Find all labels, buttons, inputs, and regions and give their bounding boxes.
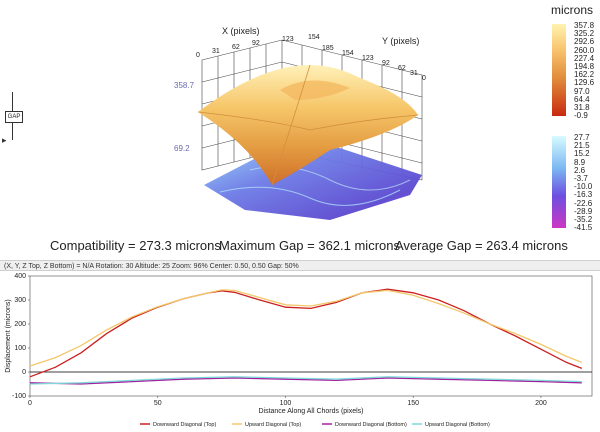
series-line	[29, 377, 582, 385]
scale-title: microns	[551, 3, 594, 17]
y-tick: 123	[362, 55, 374, 62]
y-axis-title: Y (pixels)	[382, 36, 419, 46]
max-gap-value: Maximum Gap = 362.1 microns	[219, 238, 400, 253]
x-tick: 154	[308, 34, 320, 41]
y-axis-label: Displacement (microns)	[5, 299, 12, 373]
scale-label: 357.8	[574, 21, 595, 30]
x-tick-label: 200	[535, 400, 547, 407]
y-tick-label: 200	[14, 321, 26, 328]
z-top-label: 358.7	[174, 81, 195, 90]
legend-label: Downward Diagonal (Bottom)	[335, 422, 407, 428]
y-tick-label: 300	[14, 297, 26, 304]
y-tick: 92	[382, 60, 390, 67]
y-tick: 0	[422, 75, 426, 82]
y-tick: 31	[410, 70, 418, 77]
legend-label: Upward Diagonal (Bottom)	[425, 422, 490, 428]
scale-label: 2.6	[574, 165, 586, 175]
legend-label: Upward Diagonal (Top)	[245, 422, 301, 428]
series-line	[29, 289, 583, 367]
top-color-bar	[552, 24, 566, 116]
x-tick: 62	[232, 44, 240, 51]
z-bottom-label: 69.2	[174, 144, 190, 153]
x-tick-label: 0	[28, 400, 32, 407]
stats-line: Compatibility = 273.3 microns Maximum Ga…	[0, 238, 600, 256]
bottom-color-bar	[552, 136, 566, 228]
scale-label: -22.6	[574, 198, 593, 208]
scale-label: -3.7	[574, 174, 588, 183]
x-axis-label: Distance Along All Chords (pixels)	[258, 408, 363, 415]
scale-label: 31.8	[574, 103, 590, 112]
scale-label: -0.9	[574, 111, 588, 121]
x-axis-title: X (pixels)	[222, 26, 260, 36]
scale-label: -28.9	[574, 206, 593, 216]
compatibility-value: Compatibility = 273.3 microns	[50, 238, 221, 253]
scale-label: 15.2	[574, 149, 590, 159]
y-tick-label: 100	[14, 345, 26, 352]
scale-label: 64.4	[574, 94, 590, 104]
scale-label: 325.2	[574, 29, 595, 39]
series-line	[29, 376, 582, 385]
scale-label: 129.6	[574, 78, 595, 88]
top-surface	[198, 65, 418, 185]
average-gap-value: Average Gap = 263.4 microns	[395, 238, 568, 253]
y-tick-label: 400	[14, 273, 26, 280]
x-tick: 0	[196, 52, 200, 59]
plot-frame	[29, 275, 593, 397]
y-tick-label: -100	[12, 393, 26, 400]
scale-label: -10.0	[574, 182, 593, 192]
x-tick: 123	[282, 36, 294, 43]
scale-label: 97.0	[574, 86, 590, 96]
y-tick: 154	[342, 50, 354, 57]
scale-label: -35.2	[574, 215, 593, 224]
bottom-surface	[204, 135, 422, 220]
scale-label: 194.8	[574, 62, 595, 71]
scale-label: 8.9	[574, 157, 586, 167]
scale-label: 162.2	[574, 70, 595, 80]
scale-label: 260.0	[574, 45, 595, 55]
scale-label: 21.5	[574, 141, 590, 151]
x-tick: 92	[252, 40, 260, 47]
status-bar: (X, Y, Z Top, Z Bottom) = N/A Rotation: …	[0, 260, 600, 271]
series-line	[29, 288, 583, 378]
x-tick-label: 50	[154, 400, 162, 407]
scale-label: -16.3	[574, 190, 593, 200]
scale-label: 292.6	[574, 37, 595, 47]
y-tick: 185	[322, 45, 334, 52]
scale-label: -41.5	[574, 223, 593, 233]
y-tick: 62	[398, 65, 406, 72]
y-tick-label: 0	[22, 369, 26, 376]
x-tick: 31	[212, 48, 220, 55]
gap-slider-handle[interactable]: GAP	[5, 111, 23, 123]
scale-label: 227.4	[574, 53, 595, 63]
surface-3d-plot[interactable]: 358.7 69.2 X (pixels) Y (pixels) 0 31 62…	[160, 20, 450, 230]
x-tick-label: 100	[280, 400, 292, 407]
scale-label: 27.7	[574, 133, 590, 142]
expand-arrow-icon[interactable]: ▸	[2, 135, 7, 145]
x-tick-label: 150	[407, 400, 419, 407]
legend-label: Downward Diagonal (Top)	[153, 422, 216, 428]
